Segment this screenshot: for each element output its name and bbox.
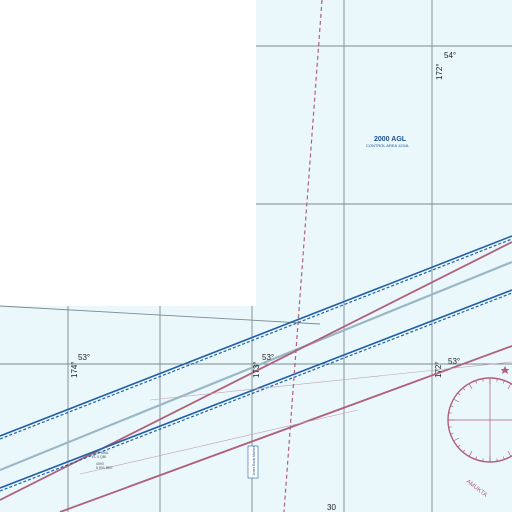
compass-tick [462, 449, 466, 453]
airway-note: 5200 MAA [92, 451, 109, 455]
longitude-label: 173° [252, 361, 261, 378]
compass-tick [457, 392, 461, 396]
airway-maroon-upper [0, 241, 512, 501]
compass-tick [450, 432, 454, 435]
thin-route [79, 409, 359, 475]
compass-ticks [448, 378, 512, 462]
airway-note: EL 5 QBI [92, 455, 106, 459]
compass-tick [448, 412, 452, 414]
airway-lightblue [0, 260, 512, 472]
compass-tick [450, 405, 454, 408]
latitude-label: 53° [262, 353, 274, 362]
compass-tick [457, 444, 461, 448]
latitude-label: 53° [78, 353, 90, 362]
longitude-label: 172° [434, 361, 443, 378]
compass-tick [482, 378, 484, 382]
airway-blue-lower-dash [0, 292, 512, 492]
compass-tick [475, 380, 478, 384]
chart-edge [0, 305, 321, 325]
boxed-note: Jones Bank Marker [247, 445, 259, 479]
compass-tick [453, 398, 459, 403]
airspace-sub-label: CONTROL AREA 1234L [366, 143, 410, 148]
boxed-note-label: Jones Bank Marker [252, 445, 256, 476]
compass-tick [502, 380, 505, 384]
airway-note: 5 RIS BEE [96, 466, 113, 470]
compass-north-star [500, 366, 510, 374]
longitude-label: 174° [70, 361, 79, 378]
airway-blue-upper-dash [0, 238, 512, 440]
bottom-tick-label: 30 [327, 503, 336, 512]
compass-tick [462, 387, 466, 391]
compass-tick [448, 426, 452, 428]
airspace-altitude-label: 2000 AGL [374, 136, 407, 143]
compass-tick [468, 451, 473, 457]
compass-tick [507, 383, 512, 389]
boxed-note-frame [247, 445, 259, 479]
compass-tick [475, 456, 478, 460]
thin-route [149, 361, 512, 401]
latitude-label: 53° [448, 357, 460, 366]
compass-tick [496, 458, 498, 462]
compass-tick [453, 437, 459, 442]
compass-tick [507, 451, 512, 457]
longitude-label: 172° [435, 63, 444, 80]
airway-blue-upper [0, 235, 512, 437]
dashed-route-north [283, 0, 323, 512]
compass-tick [496, 378, 498, 382]
airway-note: 4090 [96, 462, 104, 466]
latitude-label: 54° [444, 51, 456, 60]
compass-tick [482, 458, 484, 462]
airway-maroon-lower [59, 345, 512, 512]
compass-tick [468, 383, 473, 389]
compass-tick [502, 456, 505, 460]
